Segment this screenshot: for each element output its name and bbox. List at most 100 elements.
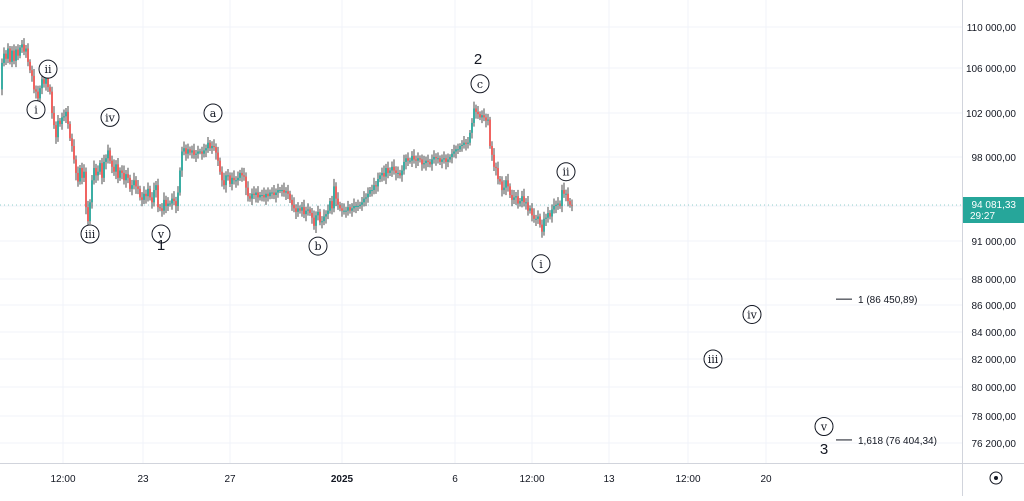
candle-body — [151, 197, 153, 203]
candle-body — [527, 202, 529, 211]
settings-icon[interactable] — [989, 471, 1003, 485]
wave-circle — [100, 107, 120, 127]
candle-body — [243, 175, 245, 177]
candle-body — [113, 166, 115, 172]
candle-body — [211, 146, 213, 149]
candle-body — [303, 207, 305, 215]
candle-body — [413, 155, 415, 160]
time-tick-label: 13 — [603, 474, 615, 485]
candle-body — [233, 177, 235, 181]
candle-body — [265, 193, 267, 198]
candle-body — [563, 190, 565, 194]
candle-body — [379, 175, 381, 180]
candle-body — [231, 177, 233, 184]
candle-body — [229, 175, 231, 184]
wave-label: ii — [562, 166, 570, 179]
candle-body — [195, 153, 197, 155]
candle-body — [75, 159, 77, 173]
time-axis[interactable]: 12:00 23 27 2025 6 12:00 13 12:00 20 — [0, 463, 1024, 486]
candle-body — [531, 208, 533, 216]
candle-body — [165, 199, 167, 206]
candle-body — [515, 196, 517, 198]
wave-circle — [814, 417, 834, 436]
candle-body — [475, 108, 477, 112]
price-tick-label: 80 000,00 — [972, 383, 1017, 394]
candle-body — [319, 211, 321, 223]
candle-body — [135, 180, 137, 187]
candle-body — [353, 206, 355, 209]
wave-label: iii — [85, 228, 96, 241]
last-price-box — [963, 197, 1024, 223]
wave-label: iii — [708, 353, 719, 366]
candle-body — [491, 146, 493, 155]
candle-body — [169, 203, 171, 205]
candle-body — [225, 175, 227, 186]
candle-body — [197, 151, 199, 154]
candle-body — [279, 190, 281, 192]
candle-body — [503, 187, 505, 191]
candle-body — [311, 213, 313, 218]
wave-circle — [531, 254, 551, 274]
candle-body — [341, 208, 343, 211]
candle-body — [85, 171, 87, 208]
candle-body — [429, 161, 431, 165]
candle-body — [405, 158, 407, 162]
candle-body — [455, 149, 457, 152]
candle-body — [291, 199, 293, 205]
candle-body — [541, 224, 543, 232]
candle-body — [143, 193, 145, 200]
wave-circle — [470, 74, 490, 94]
candle-body — [183, 148, 185, 152]
candle-body — [387, 168, 389, 173]
candle-body — [17, 49, 19, 56]
candle-body — [203, 150, 205, 154]
wave-label: i — [34, 104, 38, 117]
candle-body — [499, 179, 501, 182]
candle-body — [7, 48, 9, 59]
candle-body — [141, 197, 143, 200]
candle-body — [49, 87, 51, 92]
candle-body — [41, 79, 43, 89]
candle-body — [111, 160, 113, 167]
candle-body — [187, 149, 189, 154]
candle-body — [381, 172, 383, 176]
candle-body — [529, 208, 531, 211]
fib-levels: 1 (86 450,89) 1,618 (76 404,34) — [836, 295, 937, 447]
candle-body — [339, 204, 341, 209]
candle-body — [69, 124, 71, 139]
candle-body — [393, 166, 395, 171]
candle-body — [469, 132, 471, 143]
wave-degree-label: 3 — [820, 441, 828, 458]
candle-body — [213, 146, 215, 148]
candle-body — [431, 159, 433, 165]
candle-body — [109, 150, 111, 161]
candle-body — [293, 204, 295, 209]
candle-body — [13, 50, 15, 61]
candle-body — [177, 192, 179, 206]
candle-body — [255, 192, 257, 195]
wave-label: b — [314, 240, 321, 253]
wave-degree-label: 1 — [157, 237, 165, 254]
candle-body — [181, 151, 183, 171]
candle-body — [463, 142, 465, 145]
candle-body — [305, 210, 307, 215]
candle-body — [329, 201, 331, 211]
candle-body — [505, 180, 507, 188]
candle-body — [521, 196, 523, 202]
time-tick-label: 12:00 — [519, 474, 544, 485]
candle-body — [323, 216, 325, 222]
candle-body — [333, 186, 335, 209]
price-axis[interactable]: 110 000,00 106 000,00 102 000,00 98 000,00 9… — [962, 0, 1017, 496]
candle-body — [511, 194, 513, 200]
candle-body — [315, 215, 317, 226]
candle-body — [95, 168, 97, 176]
candle-body — [421, 159, 423, 165]
time-tick-label: 2025 — [331, 474, 354, 485]
candle-body — [159, 207, 161, 209]
candle-body — [47, 78, 49, 88]
candle-body — [89, 202, 91, 222]
wave-circle — [151, 224, 171, 244]
